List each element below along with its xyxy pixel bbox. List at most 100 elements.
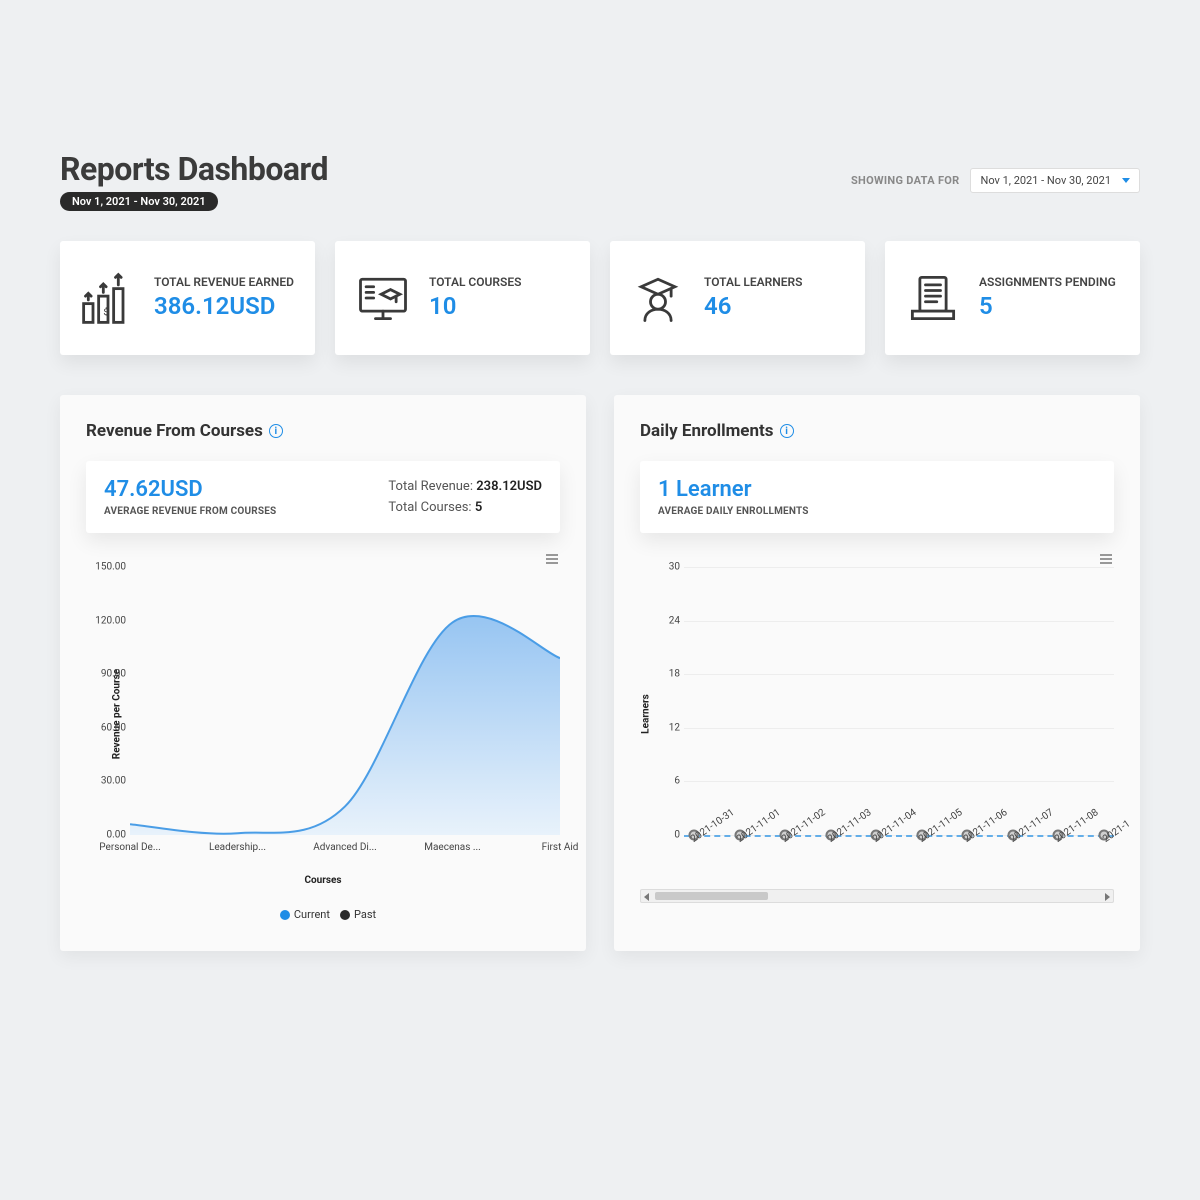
y-tick: 150.00 — [90, 562, 126, 573]
chart-menu-icon[interactable] — [1098, 551, 1114, 571]
enrollments-panel: Daily Enrollments i 1 Learner AVERAGE DA… — [614, 395, 1140, 951]
x-tick: First Aid — [542, 842, 579, 853]
kpi-card-revenue: $ TOTAL REVENUE EARNED 386.12USD — [60, 241, 315, 355]
revenue-plot: 0.0030.0060.0090.00120.00150.00Personal … — [130, 567, 560, 835]
x-tick: 2021-11-05 — [917, 807, 965, 845]
revenue-chart: Revenue per Course 0.0030.0060.0090.0012… — [86, 559, 560, 869]
kpi-label: ASSIGNMENTS PENDING — [979, 275, 1116, 291]
kpi-card-courses: TOTAL COURSES 10 — [335, 241, 590, 355]
side-stat-row: Total Courses: 5 — [388, 500, 542, 515]
y-tick: 90.00 — [90, 669, 126, 680]
grid-line — [684, 781, 1114, 782]
y-tick: 60.00 — [90, 722, 126, 733]
panel-title-text: Revenue From Courses — [86, 421, 263, 441]
kpi-text: TOTAL REVENUE EARNED 386.12USD — [154, 275, 294, 320]
courses-icon — [353, 268, 413, 328]
x-tick: Advanced Di... — [313, 842, 376, 853]
learners-icon — [628, 268, 688, 328]
x-tick: 2021-11-04 — [871, 807, 919, 845]
x-tick: 2021-11-01 — [734, 807, 782, 845]
horizontal-scrollbar[interactable] — [640, 889, 1114, 903]
side-label: Total Revenue: — [388, 479, 473, 494]
stat-left: 47.62USD AVERAGE REVENUE FROM COURSES — [104, 477, 348, 517]
scrollbar-thumb[interactable] — [655, 892, 768, 900]
legend-swatch — [340, 910, 350, 920]
stat-big: 47.62USD — [104, 477, 348, 502]
kpi-row: $ TOTAL REVENUE EARNED 386.12USD TOTAL C… — [60, 241, 1140, 355]
panel-title-text: Daily Enrollments — [640, 421, 774, 441]
assignments-icon — [903, 268, 963, 328]
stat-right: Total Revenue: 238.12USD Total Courses: … — [388, 477, 542, 517]
y-tick: 120.00 — [90, 615, 126, 626]
panel-title: Daily Enrollments i — [640, 421, 1114, 441]
x-tick: 2021-11-07 — [1008, 807, 1056, 845]
stat-sub: AVERAGE REVENUE FROM COURSES — [104, 506, 348, 517]
x-tick: 2021-11-08 — [1053, 807, 1101, 845]
date-filter: SHOWING DATA FOR Nov 1, 2021 - Nov 30, 2… — [851, 168, 1140, 193]
x-tick: 2021-11-02 — [780, 807, 828, 845]
legend-label: Current — [294, 908, 330, 921]
revenue-panel: Revenue From Courses i 47.62USD AVERAGE … — [60, 395, 586, 951]
stat-big: 1 Learner — [658, 477, 1096, 502]
kpi-text: ASSIGNMENTS PENDING 5 — [979, 275, 1116, 320]
y-tick: 30 — [644, 562, 680, 573]
x-tick: 2021-1 — [1101, 818, 1133, 845]
y-tick: 0 — [644, 830, 680, 841]
side-value: 5 — [475, 500, 482, 515]
date-range-pill: Nov 1, 2021 - Nov 30, 2021 — [60, 192, 218, 211]
date-range-select[interactable]: Nov 1, 2021 - Nov 30, 2021 — [970, 168, 1140, 193]
info-icon[interactable]: i — [269, 424, 283, 438]
grid-line — [684, 567, 1114, 568]
x-tick: Personal De... — [99, 842, 160, 853]
chart-menu-icon[interactable] — [544, 551, 560, 571]
kpi-card-learners: TOTAL LEARNERS 46 — [610, 241, 865, 355]
reports-dashboard-page: Reports Dashboard Nov 1, 2021 - Nov 30, … — [0, 0, 1200, 991]
legend-label: Past — [354, 908, 376, 921]
y-axis-label: Revenue per Course — [112, 669, 123, 759]
y-tick: 6 — [644, 776, 680, 787]
y-tick: 0.00 — [90, 830, 126, 841]
svg-text:$: $ — [103, 307, 108, 318]
stat-left: 1 Learner AVERAGE DAILY ENROLLMENTS — [658, 477, 1096, 517]
revenue-icon: $ — [78, 268, 138, 328]
y-tick: 30.00 — [90, 776, 126, 787]
grid-line — [684, 621, 1114, 622]
kpi-label: TOTAL COURSES — [429, 275, 521, 291]
y-tick: 24 — [644, 615, 680, 626]
enroll-chart: Learners 06121824302021-10-312021-11-012… — [640, 559, 1114, 869]
enroll-stat-card: 1 Learner AVERAGE DAILY ENROLLMENTS — [640, 461, 1114, 533]
kpi-label: TOTAL REVENUE EARNED — [154, 275, 294, 291]
enroll-plot: 06121824302021-10-312021-11-012021-11-02… — [684, 567, 1114, 835]
page-header: Reports Dashboard Nov 1, 2021 - Nov 30, … — [60, 150, 1140, 211]
x-tick: 2021-11-06 — [962, 807, 1010, 845]
kpi-card-assignments: ASSIGNMENTS PENDING 5 — [885, 241, 1140, 355]
grid-line — [684, 728, 1114, 729]
info-icon[interactable]: i — [780, 424, 794, 438]
x-tick: Leadership... — [209, 842, 266, 853]
page-title: Reports Dashboard — [60, 150, 328, 188]
stat-sub: AVERAGE DAILY ENROLLMENTS — [658, 506, 1096, 517]
charts-row: Revenue From Courses i 47.62USD AVERAGE … — [60, 395, 1140, 951]
panel-title: Revenue From Courses i — [86, 421, 560, 441]
y-tick: 12 — [644, 722, 680, 733]
kpi-value: 5 — [979, 293, 1116, 321]
legend-swatch — [280, 910, 290, 920]
kpi-value: 386.12USD — [154, 293, 294, 321]
kpi-value: 46 — [704, 293, 803, 321]
title-block: Reports Dashboard Nov 1, 2021 - Nov 30, … — [60, 150, 328, 211]
kpi-label: TOTAL LEARNERS — [704, 275, 803, 291]
x-tick: Maecenas ... — [424, 842, 481, 853]
x-axis-label: Courses — [86, 875, 560, 886]
kpi-value: 10 — [429, 293, 521, 321]
side-label: Total Courses: — [388, 500, 471, 515]
side-value: 238.12USD — [476, 479, 542, 494]
y-tick: 18 — [644, 669, 680, 680]
date-filter-label: SHOWING DATA FOR — [851, 174, 960, 187]
revenue-legend: Current Past — [86, 908, 560, 921]
side-stat-row: Total Revenue: 238.12USD — [388, 479, 542, 494]
x-tick: 2021-11-03 — [826, 807, 874, 845]
revenue-stat-card: 47.62USD AVERAGE REVENUE FROM COURSES To… — [86, 461, 560, 533]
kpi-text: TOTAL LEARNERS 46 — [704, 275, 803, 320]
date-range-value: Nov 1, 2021 - Nov 30, 2021 — [981, 174, 1111, 187]
kpi-text: TOTAL COURSES 10 — [429, 275, 521, 320]
